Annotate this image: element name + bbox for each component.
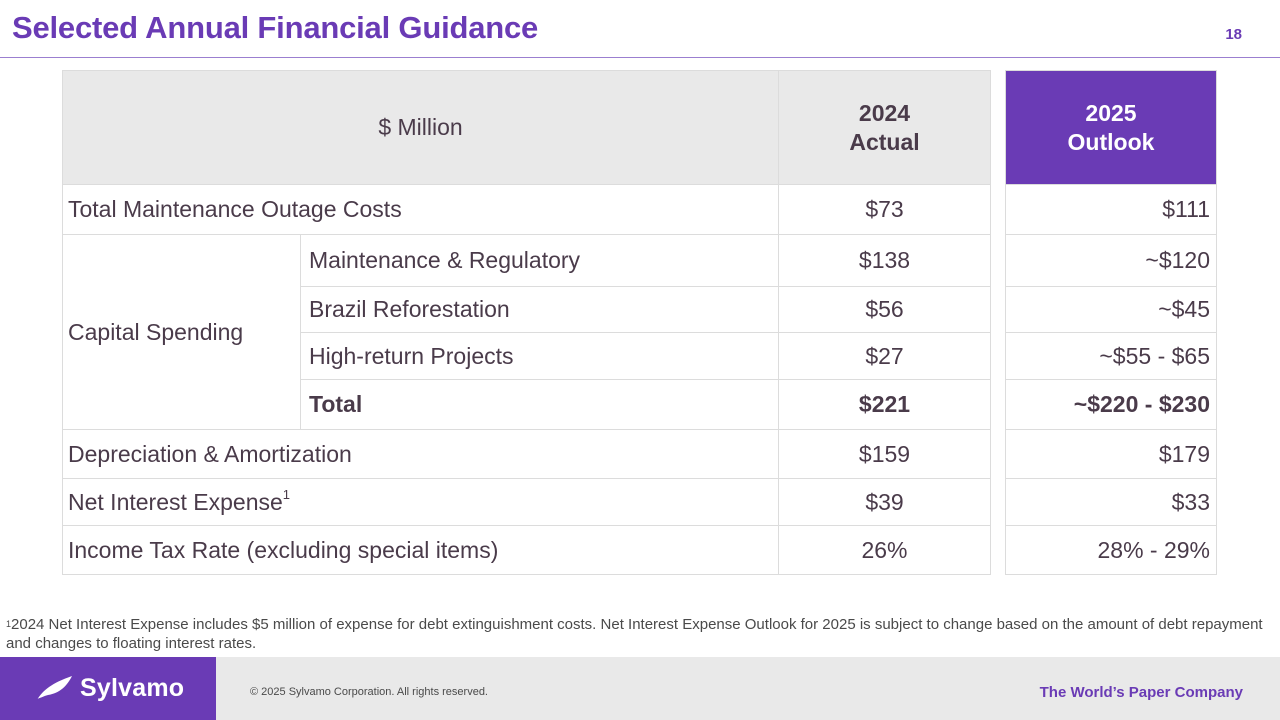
column-gap xyxy=(990,429,1006,479)
header-2025: 2025 Outlook xyxy=(1005,70,1217,185)
capital-spending-label: Capital Spending xyxy=(62,234,301,430)
table-row: Brazil Reforestation $56 ~$45 xyxy=(63,286,1217,333)
value-2025: 28% - 29% xyxy=(1005,525,1217,575)
value-2024: $73 xyxy=(778,184,991,235)
table-row: Capital Spending Maintenance & Regulator… xyxy=(62,234,1217,430)
value-2024: $56 xyxy=(778,286,991,333)
value-2024: $221 xyxy=(778,379,991,430)
value-2024: 26% xyxy=(778,525,991,575)
column-gap xyxy=(990,379,1006,430)
sub-row-label: High-return Projects xyxy=(300,332,779,380)
table-row: Income Tax Rate (excluding special items… xyxy=(62,525,1217,575)
value-2025: $111 xyxy=(1005,184,1217,235)
value-2025: $179 xyxy=(1005,429,1217,479)
value-2025: ~$220 - $230 xyxy=(1005,379,1217,430)
footer-bar: Sylvamo © 2025 Sylvamo Corporation. All … xyxy=(0,657,1280,720)
value-2024: $159 xyxy=(778,429,991,479)
page-title: Selected Annual Financial Guidance xyxy=(12,10,539,45)
row-label: Depreciation & Amortization xyxy=(62,429,779,479)
logo-text: Sylvamo xyxy=(80,674,185,702)
value-2025: ~$120 xyxy=(1005,234,1217,287)
row-label: Income Tax Rate (excluding special items… xyxy=(62,525,779,575)
table-row: Net Interest Expense1 $39 $33 xyxy=(62,478,1217,526)
value-2024: $39 xyxy=(778,478,991,526)
guidance-table: $ Million 2024 Actual 2025 Outlook Total… xyxy=(62,70,1217,575)
header-2024-label: Actual xyxy=(849,128,920,155)
header-2024: 2024 Actual xyxy=(778,70,991,185)
net-interest-label: Net Interest Expense xyxy=(68,488,283,515)
column-gap xyxy=(990,70,1006,185)
sylvamo-logo-icon xyxy=(36,676,72,701)
sub-row-label: Brazil Reforestation xyxy=(300,286,779,333)
unit-label: $ Million xyxy=(378,114,463,140)
page-number: 18 xyxy=(1225,26,1242,43)
header-row: $ Million 2024 Actual 2025 Outlook xyxy=(62,70,1217,185)
value-2025: $33 xyxy=(1005,478,1217,526)
table-row: High-return Projects $27 ~$55 - $65 xyxy=(63,332,1217,380)
value-2024: $27 xyxy=(778,332,991,380)
header-2025-label: Outlook xyxy=(1067,128,1155,155)
column-gap xyxy=(990,525,1006,575)
unit-header: $ Million xyxy=(62,70,779,185)
column-gap xyxy=(990,478,1006,526)
footnote-marker: 1 xyxy=(282,486,291,502)
tagline: The World’s Paper Company xyxy=(1039,684,1243,701)
column-gap xyxy=(990,234,1006,287)
copyright-text: © 2025 Sylvamo Corporation. All rights r… xyxy=(250,686,488,698)
header-2025-year: 2025 xyxy=(1085,99,1137,126)
value-2025: ~$45 xyxy=(1005,286,1217,333)
header-2024-year: 2024 xyxy=(858,99,911,126)
sub-row-label: Total xyxy=(300,379,779,430)
column-gap xyxy=(990,184,1006,235)
table-row: Total Maintenance Outage Costs $73 $111 xyxy=(62,184,1217,235)
footnote: 12024 Net Interest Expense includes $5 m… xyxy=(6,615,1276,653)
footnote-text: 2024 Net Interest Expense includes $5 mi… xyxy=(6,616,1263,652)
column-gap xyxy=(990,332,1006,380)
row-label: Net Interest Expense1 xyxy=(62,478,779,526)
value-2025: ~$55 - $65 xyxy=(1005,332,1217,380)
table-row: Depreciation & Amortization $159 $179 xyxy=(62,429,1217,479)
value-2024: $138 xyxy=(778,234,991,287)
column-gap xyxy=(990,286,1006,333)
logo-block: Sylvamo xyxy=(0,657,216,720)
title-divider xyxy=(0,57,1280,58)
footnote-number: 1 xyxy=(6,619,12,629)
row-label: Total Maintenance Outage Costs xyxy=(62,184,779,235)
sub-row-label: Maintenance & Regulatory xyxy=(300,234,779,287)
